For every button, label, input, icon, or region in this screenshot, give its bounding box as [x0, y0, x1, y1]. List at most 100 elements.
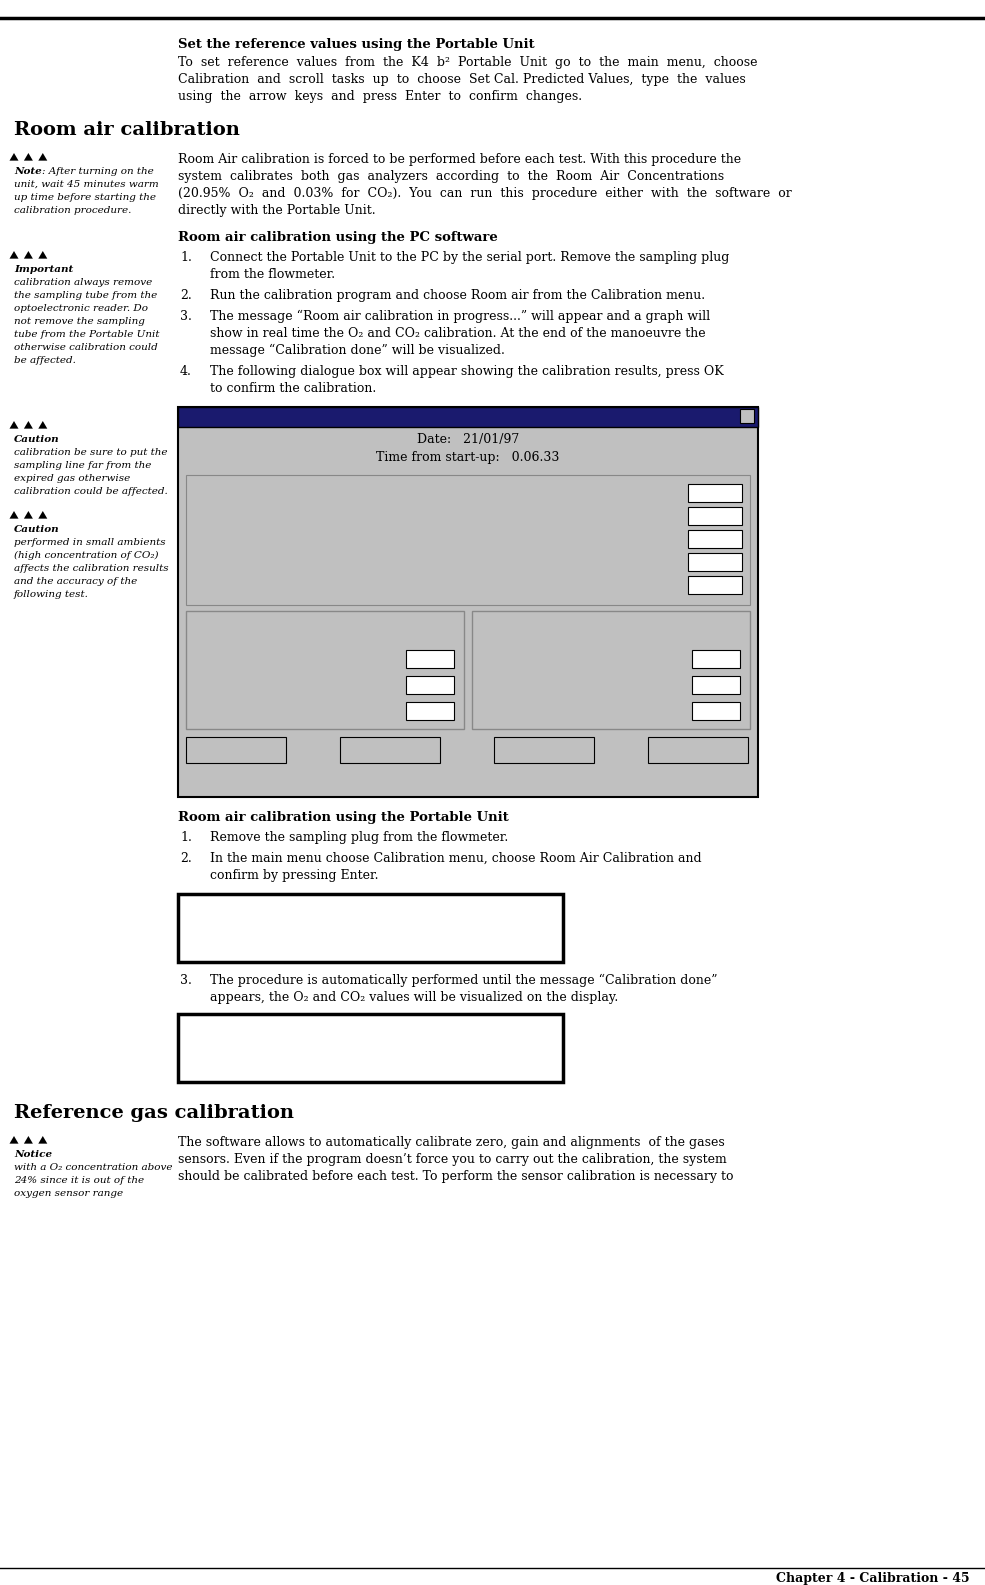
Text: 1605: 1605 — [703, 678, 736, 691]
Text: Delay (ms):: Delay (ms): — [484, 704, 559, 716]
Text: O2:20.7  CO2: 0.4: O2:20.7 CO2: 0.4 — [190, 927, 375, 946]
Text: appears, the O₂ and CO₂ values will be visualized on the display.: appears, the O₂ and CO₂ values will be v… — [210, 991, 619, 1003]
Text: Carbon Dioxide: Carbon Dioxide — [478, 613, 565, 623]
Text: 50: 50 — [722, 579, 738, 591]
Text: unit, wait 45 minutes warm: unit, wait 45 minutes warm — [14, 181, 159, 189]
Bar — [472, 610, 750, 729]
Text: 1.: 1. — [180, 831, 192, 843]
Text: Calibration  and  scroll  tasks  up  to  choose  Set Cal. Predicted Values,  typ: Calibration and scroll tasks up to choos… — [178, 73, 746, 86]
Text: 20: 20 — [722, 487, 738, 499]
Text: Chapter 4 - Calibration - 45: Chapter 4 - Calibration - 45 — [776, 1572, 970, 1585]
Polygon shape — [38, 154, 47, 160]
Text: The message “Room air calibration in progress...” will appear and a graph will: The message “Room air calibration in pro… — [210, 311, 710, 323]
Polygon shape — [38, 510, 47, 518]
Polygon shape — [10, 1136, 19, 1144]
Polygon shape — [10, 250, 19, 258]
Text: Air temperature (°C):: Air temperature (°C): — [194, 485, 322, 498]
Text: Calibration done: Calibration done — [190, 1022, 364, 1040]
Text: (high concentration of CO₂): (high concentration of CO₂) — [14, 552, 159, 560]
Text: 739: 739 — [713, 533, 738, 545]
Polygon shape — [24, 250, 33, 258]
Text: : After turning on the: : After turning on the — [42, 166, 154, 176]
Text: expired gas otherwise: expired gas otherwise — [14, 474, 130, 483]
Text: the sampling tube from the: the sampling tube from the — [14, 292, 158, 300]
Bar — [178, 1014, 563, 1083]
Polygon shape — [10, 510, 19, 518]
Bar — [186, 610, 464, 729]
Text: Delay (ms):: Delay (ms): — [198, 704, 273, 716]
Bar — [406, 702, 454, 720]
Bar — [178, 407, 758, 797]
Text: Default: Default — [521, 742, 567, 754]
Text: confirm by pressing Enter.: confirm by pressing Enter. — [210, 869, 378, 881]
Text: Gain:: Gain: — [484, 677, 519, 689]
Bar — [186, 476, 750, 605]
Text: (20.95%  O₂  and  0.03%  for  CO₂).  You  can  run  this  procedure  either  wit: (20.95% O₂ and 0.03% for CO₂). You can r… — [178, 187, 792, 200]
Text: 526: 526 — [711, 651, 736, 666]
Text: show in real time the O₂ and CO₂ calibration. At the end of the manoeuvre the: show in real time the O₂ and CO₂ calibra… — [210, 327, 705, 341]
Bar — [692, 675, 740, 694]
Polygon shape — [38, 250, 47, 258]
Bar — [688, 507, 742, 525]
Text: Cylinder (%):  6.02: Cylinder (%): 6.02 — [484, 629, 608, 642]
Text: Run the calibration program and choose Room air from the Calibration menu.: Run the calibration program and choose R… — [210, 288, 705, 303]
Text: system  calibrates  both  gas  analyzers  according  to  the  Room  Air  Concent: system calibrates both gas analyzers acc… — [178, 170, 724, 182]
Text: 592: 592 — [711, 704, 736, 716]
Text: Set the reference values using the Portable Unit: Set the reference values using the Porta… — [178, 38, 535, 51]
Text: performed in small ambients: performed in small ambients — [14, 537, 165, 547]
Bar — [178, 894, 563, 962]
Text: -296: -296 — [421, 651, 450, 666]
Polygon shape — [38, 1136, 47, 1144]
Text: Caution: Caution — [14, 434, 60, 444]
Text: OK: OK — [227, 742, 246, 754]
Polygon shape — [24, 510, 33, 518]
Text: 3.: 3. — [180, 975, 192, 987]
Polygon shape — [38, 422, 47, 428]
Text: 4.: 4. — [180, 365, 192, 377]
Text: The software allows to automatically calibrate zero, gain and alignments  of the: The software allows to automatically cal… — [178, 1136, 725, 1149]
Bar — [688, 575, 742, 594]
Text: Do not breath..: Do not breath.. — [190, 902, 354, 919]
Text: Humidity (%):: Humidity (%): — [194, 577, 277, 590]
Text: To  set  reference  values  from  the  K4  b²  Portable  Unit  go  to  the  main: To set reference values from the K4 b² P… — [178, 55, 757, 70]
Text: optoelectronic reader. Do: optoelectronic reader. Do — [14, 304, 148, 312]
Text: Room Air calibration is forced to be performed before each test. With this proce: Room Air calibration is forced to be per… — [178, 154, 741, 166]
Text: calibration procedure.: calibration procedure. — [14, 206, 131, 216]
Text: 1.: 1. — [180, 250, 192, 265]
Text: Notice: Notice — [14, 1151, 52, 1159]
Polygon shape — [10, 422, 19, 428]
Text: Cylinder (%):  15.05: Cylinder (%): 15.05 — [198, 629, 329, 642]
Text: Room air calibration using the Portable Unit: Room air calibration using the Portable … — [178, 812, 508, 824]
Bar — [692, 650, 740, 667]
Text: O2:20.9  CO2:0.0: O2:20.9 CO2:0.0 — [190, 1048, 364, 1067]
Text: Analyzers Calibration Results: Analyzers Calibration Results — [184, 409, 369, 420]
Text: directly with the Portable Unit.: directly with the Portable Unit. — [178, 204, 375, 217]
Text: 2.: 2. — [180, 853, 192, 865]
Text: Cancel: Cancel — [368, 742, 412, 754]
Bar — [688, 553, 742, 571]
Text: Base line (mV):: Base line (mV): — [198, 651, 300, 664]
Bar — [406, 675, 454, 694]
Bar — [740, 409, 754, 423]
Text: message “Calibration done” will be visualized.: message “Calibration done” will be visua… — [210, 344, 505, 357]
Text: 2.: 2. — [180, 288, 192, 303]
Text: Remove the sampling plug from the flowmeter.: Remove the sampling plug from the flowme… — [210, 831, 508, 843]
Polygon shape — [24, 154, 33, 160]
Text: from the flowmeter.: from the flowmeter. — [210, 268, 335, 281]
Text: Connect the Portable Unit to the PC by the serial port. Remove the sampling plug: Connect the Portable Unit to the PC by t… — [210, 250, 729, 265]
Text: Base line (mV):: Base line (mV): — [484, 651, 586, 664]
Bar — [648, 737, 748, 762]
Polygon shape — [24, 422, 33, 428]
Text: 1023: 1023 — [418, 678, 450, 691]
Text: 731: 731 — [713, 555, 738, 567]
Text: Gain:: Gain: — [198, 677, 233, 689]
Bar — [186, 737, 286, 762]
Text: and the accuracy of the: and the accuracy of the — [14, 577, 137, 586]
Bar — [340, 737, 440, 762]
Text: calibration could be affected.: calibration could be affected. — [14, 487, 167, 496]
Text: The procedure is automatically performed until the message “Calibration done”: The procedure is automatically performed… — [210, 975, 717, 987]
Polygon shape — [10, 154, 19, 160]
Text: with a O₂ concentration above: with a O₂ concentration above — [14, 1163, 172, 1171]
Text: oxygen sensor range: oxygen sensor range — [14, 1189, 123, 1198]
Bar — [406, 650, 454, 667]
